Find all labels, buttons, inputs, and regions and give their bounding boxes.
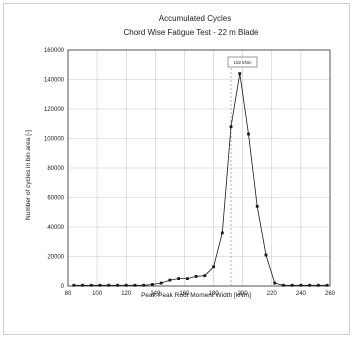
plot-area xyxy=(67,49,331,287)
data-point xyxy=(290,283,294,287)
x-tick-label: 160 xyxy=(179,291,190,297)
x-tick-label: 220 xyxy=(267,291,278,297)
data-point xyxy=(124,283,128,287)
data-point xyxy=(116,283,119,287)
data-point xyxy=(159,281,163,285)
data-point xyxy=(185,277,189,281)
annotation-box xyxy=(227,56,258,68)
data-point xyxy=(98,283,102,287)
data-point xyxy=(151,283,154,286)
data-point xyxy=(220,231,224,235)
chart-title: Accumulated Cycles xyxy=(159,14,231,23)
data-point xyxy=(212,265,215,269)
data-point xyxy=(299,283,303,287)
x-tick-label: 200 xyxy=(238,291,249,297)
grid xyxy=(67,49,331,287)
data-point xyxy=(273,281,277,285)
data-point xyxy=(255,204,259,208)
y-tick-label: 80000 xyxy=(47,166,64,172)
data-point xyxy=(316,283,320,287)
y-tick-label: 140000 xyxy=(44,78,65,84)
data-point xyxy=(229,125,233,129)
data-point xyxy=(142,283,146,287)
x-tick-label: 100 xyxy=(92,291,103,297)
x-axis-label: Peak-Peak Root Moment Width [kNm] xyxy=(141,292,251,299)
series-line xyxy=(73,73,328,286)
annotation-label: 192 kNm xyxy=(233,60,251,65)
data-points xyxy=(72,72,329,287)
data-point xyxy=(89,283,93,287)
data-point xyxy=(107,283,111,287)
x-tick-label: 80 xyxy=(65,291,72,297)
data-point xyxy=(168,278,172,282)
x-tick-label: 260 xyxy=(325,291,336,297)
data-point xyxy=(72,283,76,287)
x-tick-label: 180 xyxy=(209,291,220,297)
data-point xyxy=(177,277,181,281)
data-point xyxy=(81,283,84,287)
y-tick-label: 60000 xyxy=(47,196,64,202)
x-tick-label: 240 xyxy=(296,291,307,297)
data-point xyxy=(203,274,207,278)
chart-frame xyxy=(3,3,350,335)
y-tick-label: 160000 xyxy=(44,48,65,54)
data-point xyxy=(308,283,312,287)
x-tick-label: 120 xyxy=(121,291,132,297)
data-point xyxy=(238,72,242,75)
data-point xyxy=(325,283,329,287)
x-tick-label: 140 xyxy=(150,291,161,297)
y-tick-label: 40000 xyxy=(47,225,64,231)
data-point xyxy=(194,275,198,278)
y-tick-labels: 0 20000 40000 60000 80000 100000 120000 140000 1… xyxy=(44,48,65,290)
data-point xyxy=(247,132,250,136)
y-tick-label: 0 xyxy=(61,284,65,290)
y-tick-label: 20000 xyxy=(47,255,64,261)
data-point xyxy=(264,253,268,257)
y-tick-label: 100000 xyxy=(44,137,65,143)
chart-subtitle: Chord Wise Fatigue Test - 22 m Blade xyxy=(123,28,259,37)
y-tick-label: 120000 xyxy=(44,107,65,113)
data-point xyxy=(133,283,137,287)
data-point xyxy=(282,283,285,287)
y-axis-label: Number of cycles in bin area [-] xyxy=(25,130,32,220)
x-tick-labels: 80 100 120 140 160 180 200 220 240 260 xyxy=(65,291,336,297)
